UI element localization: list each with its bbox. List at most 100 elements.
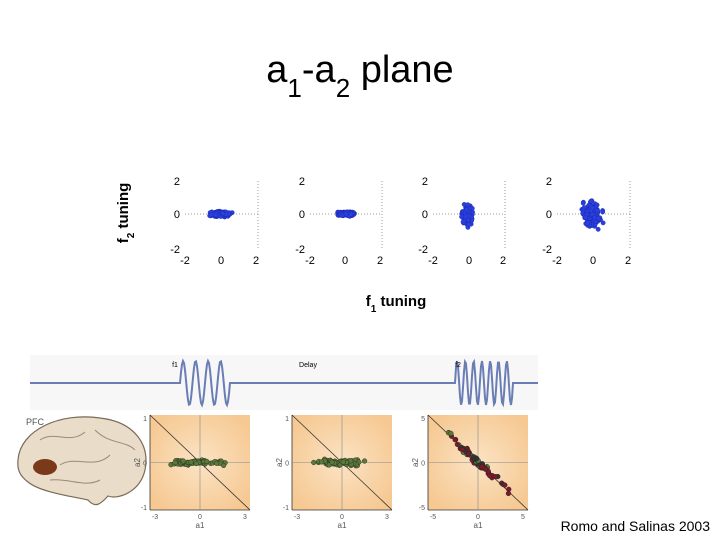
point xyxy=(193,460,199,467)
x-tick-label: -3 xyxy=(294,514,300,521)
x-tick-label: 0 xyxy=(476,514,480,521)
point xyxy=(465,217,471,223)
x-tick-label: 0 xyxy=(218,255,224,267)
point xyxy=(592,215,597,221)
brain: PFC xyxy=(17,416,147,506)
stimulus-trace: f1 Delay f2 xyxy=(30,355,538,410)
x-tick-label: 5 xyxy=(521,514,525,521)
point xyxy=(448,430,454,437)
y-tick-label: 1 xyxy=(285,416,289,423)
stimulus-label: f2 xyxy=(455,362,461,369)
point xyxy=(588,198,594,204)
subscript: 1 xyxy=(287,73,301,103)
y-tick-label: -2 xyxy=(295,244,305,256)
citation: Romo and Salinas 2003 xyxy=(561,518,711,534)
text-part: tuning xyxy=(115,183,132,233)
panel: 2 0 -2-2 0 2 xyxy=(418,176,506,267)
point xyxy=(180,458,186,464)
x-tick-label: -2 xyxy=(305,255,315,267)
panel: 5 0 -5 -5 0 5 a1 a2 xyxy=(411,414,529,530)
y-tick-label: 0 xyxy=(174,209,180,221)
point xyxy=(594,202,600,208)
x-tick-label: 2 xyxy=(500,255,506,267)
point xyxy=(339,212,345,218)
y-tick-label: 0 xyxy=(299,209,305,221)
point xyxy=(470,454,476,460)
x-tick-label: 0 xyxy=(466,255,472,267)
point xyxy=(214,460,220,466)
point xyxy=(454,441,460,447)
point xyxy=(590,205,595,211)
x-tick-label: -2 xyxy=(552,255,562,267)
y-tick-label: 2 xyxy=(422,176,428,188)
y-tick-label: 0 xyxy=(422,209,428,221)
waveform xyxy=(30,358,538,408)
point xyxy=(464,207,469,213)
point xyxy=(505,490,512,497)
panel: 1 0 -1 -3 0 3 a1 a2 xyxy=(133,414,251,530)
x-axis-label: f1 tuning xyxy=(366,293,427,315)
point xyxy=(172,459,178,466)
x-tick-label: -3 xyxy=(152,514,158,521)
x-tick-label: 0 xyxy=(198,514,202,521)
y-tick-label: 5 xyxy=(421,416,425,423)
point xyxy=(343,211,349,217)
y-axis-label: f2 tuning xyxy=(115,183,137,244)
point xyxy=(583,214,589,220)
x-tick-label: 0 xyxy=(342,255,348,267)
point xyxy=(460,219,466,225)
x-tick-label: 3 xyxy=(243,514,247,521)
y-tick-label: 0 xyxy=(546,209,552,221)
stimulus-label: f1 xyxy=(172,362,178,369)
slide-title: a1-a2 plane xyxy=(266,49,453,103)
point xyxy=(600,220,606,226)
text-part: f xyxy=(366,293,372,310)
y-axis-label: a2 xyxy=(275,458,284,467)
y-tick-label: -2 xyxy=(418,244,428,256)
text-part: a xyxy=(266,49,288,91)
bottom-panels: 1 0 -1 -3 0 3 a1 a2 1 0 -1 -3 0 3 a1 a2 5 0 -5 -5 0 5 a1 a2 xyxy=(133,414,529,530)
y-tick-label: -2 xyxy=(170,244,180,256)
point xyxy=(581,205,587,211)
point xyxy=(584,220,590,226)
y-tick-label: 0 xyxy=(143,461,147,468)
point xyxy=(212,212,218,218)
point xyxy=(594,208,600,214)
point xyxy=(479,464,485,470)
y-tick-label: -5 xyxy=(419,505,425,512)
subscript: 2 xyxy=(126,232,137,238)
point xyxy=(465,202,471,208)
point xyxy=(466,222,472,227)
point xyxy=(220,211,226,216)
point xyxy=(311,459,317,466)
x-axis-label: a1 xyxy=(196,521,205,530)
point xyxy=(348,211,354,217)
subscript: 2 xyxy=(336,73,350,103)
x-tick-label: 2 xyxy=(253,255,259,267)
point xyxy=(595,226,601,232)
top-panels: 20-2-2 0 220-2-2 0 220-2-2 0 220-2-2 0 2 xyxy=(170,176,631,267)
y-tick-label: -1 xyxy=(283,505,289,512)
panel: 1 0 -1 -3 0 3 a1 a2 xyxy=(275,414,393,530)
y-tick-label: 2 xyxy=(299,176,305,188)
point xyxy=(580,200,586,206)
text-part: tuning xyxy=(376,293,426,310)
x-axis-label: a1 xyxy=(338,521,347,530)
y-tick-label: 2 xyxy=(546,176,552,188)
stimulus-label: Delay xyxy=(299,362,317,369)
text-part: plane xyxy=(350,49,454,91)
x-tick-label: -5 xyxy=(430,514,436,521)
y-tick-label: 0 xyxy=(285,461,289,468)
point xyxy=(459,214,465,220)
x-tick-label: 0 xyxy=(340,514,344,521)
point xyxy=(361,458,368,464)
x-tick-label: 3 xyxy=(385,514,389,521)
point xyxy=(318,459,325,465)
point xyxy=(465,451,471,457)
y-tick-label: -2 xyxy=(542,244,552,256)
point xyxy=(188,459,194,465)
y-axis-label: a2 xyxy=(133,458,142,467)
point xyxy=(589,211,595,217)
panel: 2 0 -2-2 0 2 xyxy=(295,176,383,267)
y-axis-label: a2 xyxy=(411,458,420,467)
